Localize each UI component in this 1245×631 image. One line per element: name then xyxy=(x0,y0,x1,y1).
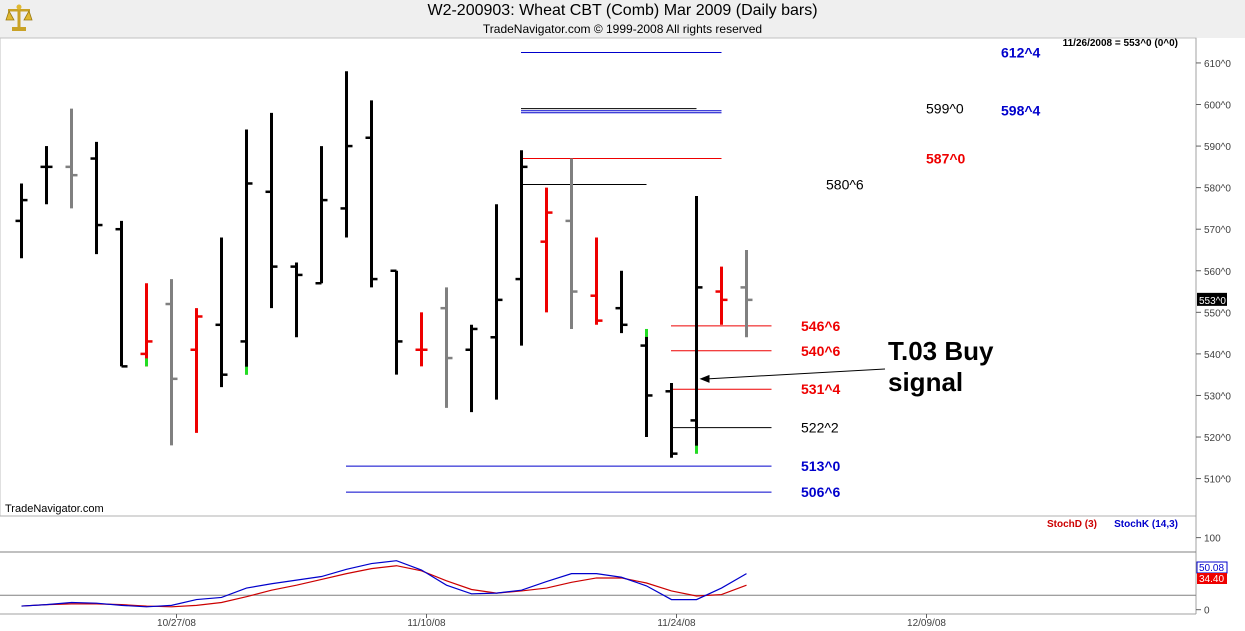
price-bar xyxy=(340,71,353,238)
last-price-label: 553^0 xyxy=(1199,296,1226,307)
date-tick-label: 10/27/08 xyxy=(157,618,196,629)
price-tick-label: 560^0 xyxy=(1204,267,1231,278)
price-bar xyxy=(415,312,428,367)
stoch-tick-label: 100 xyxy=(1204,534,1221,545)
stoch-d-value-tag xyxy=(1197,573,1227,584)
stoch-k-line xyxy=(21,560,747,608)
price-tick-label: 600^0 xyxy=(1204,101,1231,112)
price-bar xyxy=(40,146,53,205)
chart-title: W2-200903: Wheat CBT (Comb) Mar 2009 (Da… xyxy=(427,2,818,19)
price-tick-label: 570^0 xyxy=(1204,225,1231,236)
chart-subtitle: TradeNavigator.com © 1999-2008 All right… xyxy=(482,22,763,36)
price-readout: 11/26/2008 = 553^0 (0^0) xyxy=(1063,38,1178,49)
annotation-line-2: signal xyxy=(888,367,963,397)
title-bar xyxy=(0,0,1245,38)
stoch-k-value: 50.08 xyxy=(1199,563,1224,574)
price-bar xyxy=(440,287,453,408)
last-price-tag xyxy=(1197,292,1227,306)
price-bar xyxy=(15,183,28,259)
date-tick-label: 11/24/08 xyxy=(657,618,696,629)
price-bar xyxy=(365,100,378,288)
annotation-arrowhead xyxy=(699,374,710,383)
date-tick-label: 12/09/08 xyxy=(907,618,946,629)
price-tick-label: 540^0 xyxy=(1204,350,1231,361)
level-label: 531^4 xyxy=(801,381,841,397)
price-tick-label: 520^0 xyxy=(1204,433,1231,444)
price-bar xyxy=(165,279,178,446)
price-bar xyxy=(115,220,128,368)
level-label: 513^0 xyxy=(801,458,841,474)
level-label: 599^0 xyxy=(926,101,964,117)
price-bar xyxy=(590,237,603,325)
level-label: 612^4 xyxy=(1001,45,1041,61)
price-bar xyxy=(465,324,478,413)
price-bar xyxy=(690,195,703,454)
annotation-arrow xyxy=(707,368,886,380)
price-tick-label: 610^0 xyxy=(1204,59,1231,70)
price-bar xyxy=(515,150,528,346)
price-bar xyxy=(490,204,503,400)
price-bar xyxy=(290,262,303,338)
level-label: 522^2 xyxy=(801,420,839,436)
price-bar xyxy=(640,328,653,438)
price-bar xyxy=(190,308,203,433)
watermark-text: TradeNavigator.com xyxy=(5,503,104,515)
level-label: 580^6 xyxy=(826,177,864,193)
price-bar xyxy=(390,269,403,375)
scales-logo-icon xyxy=(5,4,33,31)
level-label: 587^0 xyxy=(926,151,966,167)
price-tick-label: 550^0 xyxy=(1204,308,1231,319)
price-bar xyxy=(740,249,753,338)
price-bar xyxy=(615,270,628,334)
date-tick-label: 11/10/08 xyxy=(407,618,446,629)
stoch-d-value: 34.40 xyxy=(1199,574,1224,585)
stoch-d-line xyxy=(21,565,747,608)
price-bar xyxy=(540,187,553,313)
price-bar xyxy=(140,283,153,367)
price-bar xyxy=(315,146,328,285)
price-bar xyxy=(665,382,678,458)
price-tick-label: 530^0 xyxy=(1204,391,1231,402)
price-tick-label: 510^0 xyxy=(1204,475,1231,486)
price-tick-label: 590^0 xyxy=(1204,142,1231,153)
price-bar xyxy=(265,112,278,309)
legend-stoch-d: StochD (3) xyxy=(1047,519,1097,530)
stoch-tick-label: 0 xyxy=(1204,606,1210,617)
level-label: 540^6 xyxy=(801,343,841,359)
price-bar xyxy=(715,266,728,325)
price-bar xyxy=(565,158,578,329)
price-tick-label: 580^0 xyxy=(1204,184,1231,195)
level-label: 506^6 xyxy=(801,484,841,500)
price-bar xyxy=(240,129,253,375)
annotation-line-1: T.03 Buy xyxy=(888,336,994,366)
legend-stoch-k: StochK (14,3) xyxy=(1114,519,1178,530)
price-bar xyxy=(65,108,78,209)
price-bar xyxy=(90,141,103,255)
level-label: 598^4 xyxy=(1001,103,1041,119)
price-bar xyxy=(215,237,228,388)
level-label: 546^6 xyxy=(801,318,841,334)
